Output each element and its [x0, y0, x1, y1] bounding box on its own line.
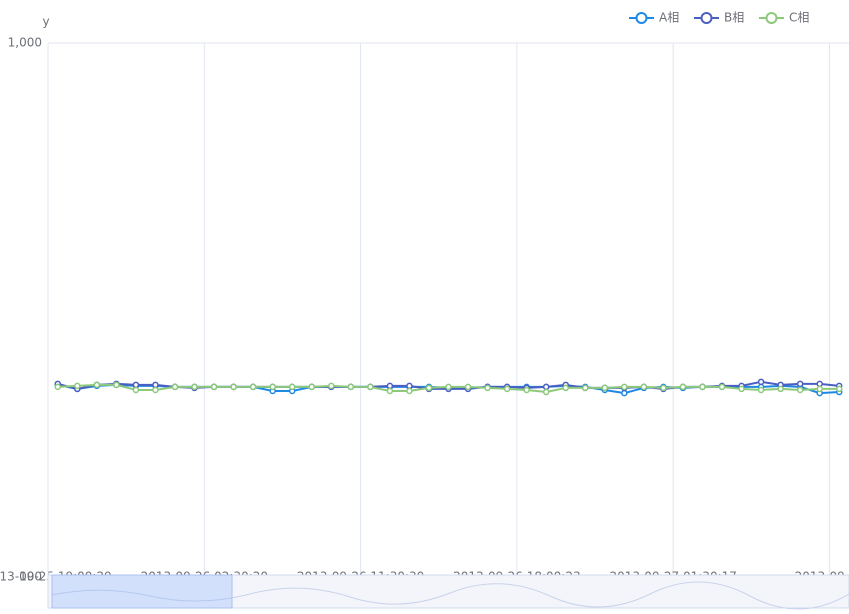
- legend-label: A相: [659, 11, 679, 25]
- data-point: [660, 384, 667, 392]
- data-point: [54, 383, 62, 391]
- data-point: [582, 384, 589, 392]
- y-axis-label: y: [42, 15, 49, 29]
- data-point: [328, 382, 335, 390]
- data-point: [308, 383, 315, 391]
- data-point: [347, 383, 355, 391]
- data-point: [816, 380, 823, 388]
- data-point: [484, 384, 491, 392]
- zoom-window[interactable]: [51, 574, 233, 609]
- legend-item[interactable]: C相: [759, 11, 809, 25]
- legend-item[interactable]: B相: [694, 11, 744, 25]
- zoom-track: [47, 574, 849, 609]
- data-point: [640, 383, 648, 391]
- legend-symbol: [700, 12, 713, 24]
- data-point: [386, 387, 394, 395]
- data-point: [777, 385, 784, 393]
- data-point: [621, 389, 628, 397]
- data-point: [386, 382, 394, 390]
- data-point: [113, 381, 120, 389]
- data-point: [152, 381, 159, 389]
- data-point: [74, 382, 81, 390]
- legend-item[interactable]: A相: [629, 11, 679, 25]
- data-point: [445, 383, 452, 391]
- data-point: [191, 383, 198, 391]
- legend-label: B相: [724, 11, 744, 25]
- data-point: [152, 386, 159, 394]
- data-point: [523, 386, 530, 394]
- data-point: [503, 385, 511, 393]
- data-point: [210, 383, 218, 391]
- data-point: [738, 385, 745, 393]
- data-point: [718, 383, 726, 391]
- data-point: [757, 378, 765, 386]
- data-point: [542, 388, 550, 396]
- data-point: [406, 382, 413, 390]
- data-point: [288, 383, 296, 391]
- data-point: [171, 383, 179, 391]
- legend-label: C相: [789, 11, 809, 25]
- data-point: [132, 386, 140, 394]
- data-point: [406, 387, 413, 395]
- data-point: [249, 383, 257, 391]
- data-point: [562, 384, 569, 392]
- data-point: [796, 380, 804, 388]
- zoom-preview: [51, 581, 849, 610]
- data-point: [230, 383, 237, 391]
- data-point: [699, 383, 706, 391]
- legend-symbol: [635, 12, 648, 24]
- data-point: [796, 386, 804, 394]
- data-point: [679, 383, 687, 391]
- data-point: [601, 384, 609, 392]
- data-point: [621, 383, 628, 391]
- y-tick-label: 100: [19, 570, 42, 584]
- data-point: [93, 381, 101, 389]
- data-point: [367, 383, 374, 391]
- data-zoom[interactable]: [47, 574, 849, 610]
- legend-symbol: [765, 12, 778, 24]
- data-point: [132, 381, 140, 389]
- data-point: [835, 385, 843, 393]
- data-point: [464, 383, 472, 391]
- y-tick-label: 1,000: [8, 36, 42, 50]
- data-point: [425, 384, 433, 392]
- data-point: [816, 385, 823, 393]
- data-point: [269, 383, 276, 391]
- data-point: [542, 383, 550, 391]
- data-point: [757, 386, 765, 394]
